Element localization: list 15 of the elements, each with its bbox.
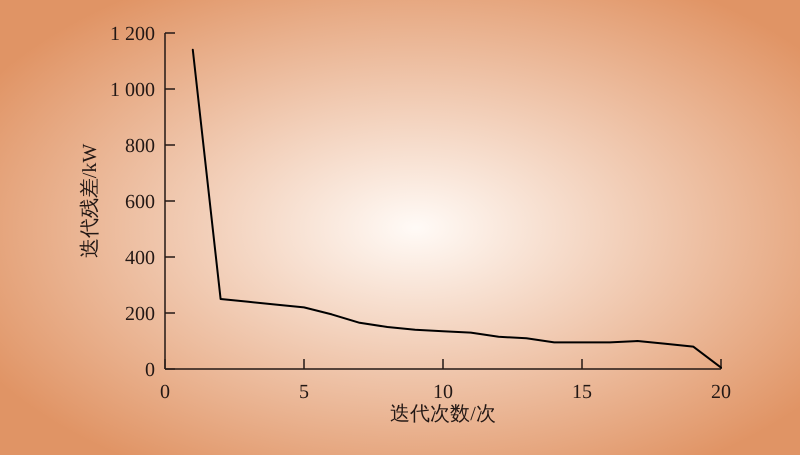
y-tick-label: 1 200: [110, 23, 155, 45]
line-series: [192, 48, 722, 369]
y-tick-label: 0: [145, 359, 155, 381]
y-tick-label: 1 000: [110, 79, 155, 101]
y-tick-label: 400: [125, 247, 155, 269]
x-tick-label: 20: [711, 381, 731, 403]
x-tick-label: 5: [299, 381, 309, 403]
x-tick-label: 15: [572, 381, 592, 403]
x-tick-label: 10: [433, 381, 453, 403]
y-axis-title: 迭代残差/kW: [79, 144, 101, 258]
y-tick-label: 800: [125, 135, 155, 157]
x-axis-title: 迭代次数/次: [390, 403, 496, 425]
y-tick-label: 200: [125, 303, 155, 325]
y-tick-label: 600: [125, 191, 155, 213]
x-tick-label: 0: [160, 381, 170, 403]
